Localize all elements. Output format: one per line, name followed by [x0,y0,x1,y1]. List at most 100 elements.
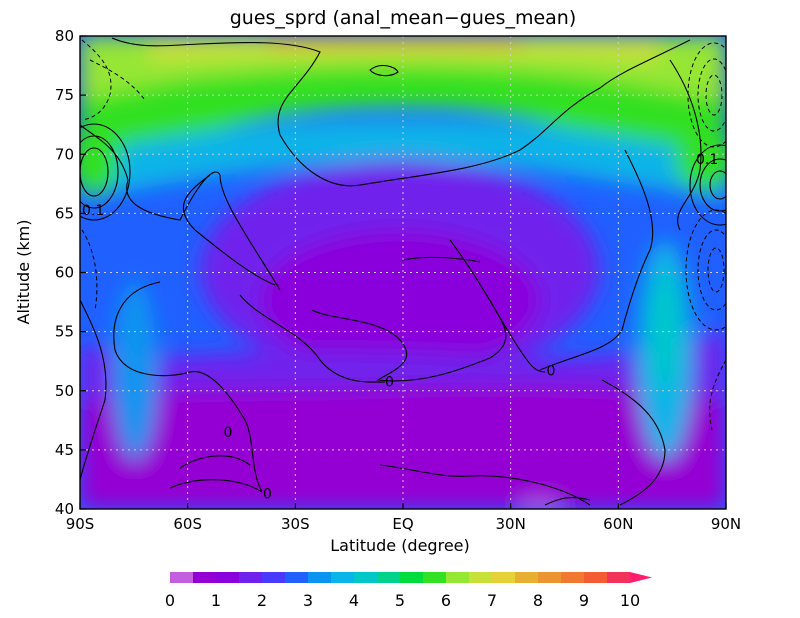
contour-line [113,281,263,493]
colorbar-swatch [239,572,263,583]
field-top-band-orange [270,36,520,48]
field-lower-purple [80,385,726,509]
colorbar-tick-label: 1 [211,591,221,610]
colorbar-tick-label: 4 [349,591,359,610]
y-axis-ticks: 40 45 50 55 60 65 70 75 80 [55,27,86,518]
contour-line [401,256,481,263]
y-axis-label: Altitude (km) [14,220,33,325]
contour-ring-dashed [697,229,726,311]
contour-ring [709,170,726,200]
y-tick-label: 75 [55,86,74,104]
contour-line [669,59,702,231]
colorbar-swatch [561,572,585,583]
y-tick-label: 50 [55,382,74,400]
contour-label: 0.1 [82,203,104,219]
colorbar-swatch [216,572,240,583]
contour-label: 0 [263,487,272,503]
contour-line [111,37,691,187]
contour-line [239,294,386,383]
colorbar-tick-label: 0 [165,591,175,610]
contour-label: 0 [224,425,233,441]
x-tick-label: 30N [496,515,526,533]
field-cyan-band [80,119,726,200]
field-bottom-pink [518,500,562,509]
shaded-field [80,36,726,509]
x-axis-ticks: 90S 60S 30S EQ 30N 60N 90N [66,503,741,533]
contour-ring-dashed [685,209,726,331]
colorbar-swatch [469,572,493,583]
contour-polar-south [80,123,131,221]
gridlines [80,36,726,509]
y-tick-label: 45 [55,441,74,459]
field-south-column [113,280,157,460]
contour-line [379,464,591,506]
y-tick-label: 80 [55,27,74,45]
colorbar-tick-label: 3 [303,591,313,610]
colorbar-tick-label: 10 [620,591,640,610]
contour-label: 0 [385,374,394,390]
y-tick-label: 60 [55,264,74,282]
y-tick-label: 70 [55,145,74,163]
contour-line [539,149,654,371]
colorbar-swatch [285,572,309,583]
contour-line-dashed [81,229,98,311]
colorbar-swatch [193,572,217,583]
contour-line [601,379,666,506]
colorbar-swatch [446,572,470,583]
colorbar-swatch [400,572,424,583]
colorbar-tick-label: 2 [257,591,267,610]
contour-ring [689,144,726,226]
x-tick-label: 60S [173,515,202,533]
contour-line [544,496,591,506]
x-tick-label: 90N [711,515,741,533]
field-north-column-core [651,270,679,390]
y-tick-label: 55 [55,323,74,341]
contour-label: 0.1 [696,152,718,168]
colorbar-swatch [607,572,631,583]
x-tick-label: EQ [392,515,413,533]
contour-ring [80,135,119,209]
colorbar-swatch [377,572,401,583]
colorbar-swatch [170,572,194,583]
chart-title: gues_sprd (anal_mean−gues_mean) [230,7,577,29]
colorbar-labels: 0 1 2 3 4 5 6 7 8 9 10 [165,591,640,610]
colorbar-swatch [538,572,562,583]
colorbar-swatch [308,572,332,583]
colorbar-swatch [262,572,286,583]
contour-ring [80,147,109,197]
contour-ring [699,158,726,212]
colorbar [170,572,652,583]
y-tick-label: 65 [55,204,74,222]
contour-line [182,174,276,286]
colorbar-swatch [423,572,447,583]
contour-line [369,64,399,77]
contour-line [449,239,546,373]
colorbar-extend-arrow [630,572,652,583]
x-axis-label: Latitude (degree) [330,536,470,555]
colorbar-swatch [492,572,516,583]
contour-line [80,124,281,291]
colorbar-swatch [584,572,608,583]
field-south-pole-blob [80,125,120,195]
contour-polar-north [689,144,726,226]
contour-ring [80,123,131,221]
contour-line [169,479,263,493]
x-tick-label: 30S [281,515,310,533]
contour-ring-dashed [707,247,725,293]
contour-line [179,455,251,469]
x-tick-label: 90S [66,515,95,533]
colorbar-tick-label: 9 [579,591,589,610]
colorbar-swatch [515,572,539,583]
colorbar-tick-label: 5 [395,591,405,610]
contour-line [80,299,107,481]
colorbar-swatch [354,572,378,583]
colorbar-tick-label: 6 [441,591,451,610]
x-tick-label: 60N [603,515,633,533]
colorbar-tick-label: 8 [533,591,543,610]
colorbar-swatch [331,572,355,583]
colorbar-tick-label: 7 [487,591,497,610]
contour-labels: 0.1 0.1 0 0 0 0 [82,152,718,503]
contour-line [311,299,507,382]
contour-lines [80,37,726,506]
